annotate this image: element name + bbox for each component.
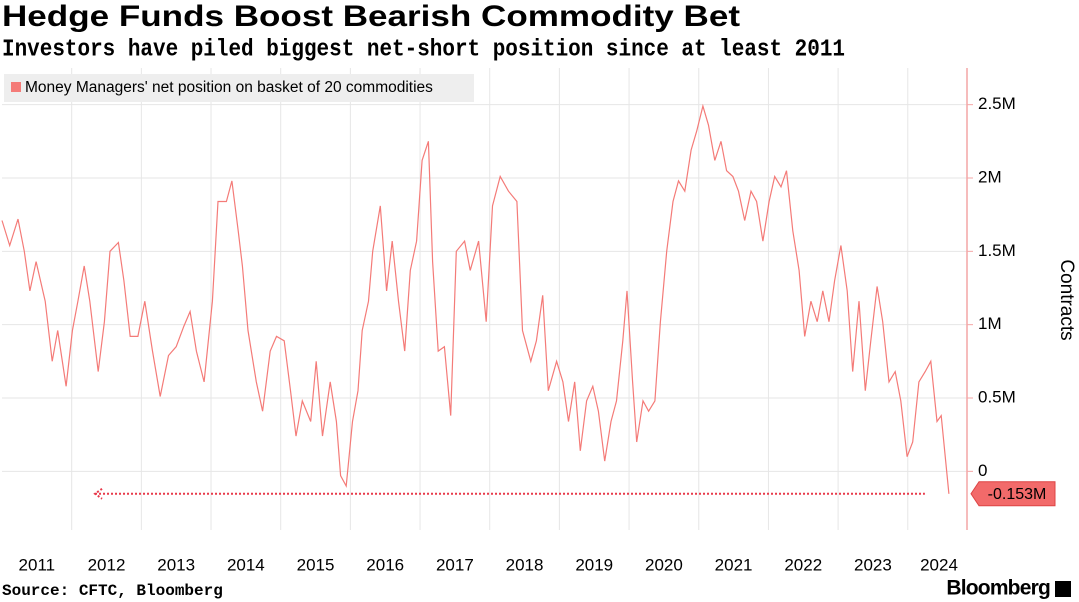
x-tick-label: 2011 [19,555,56,574]
y-tick-label: 0.5M [978,387,1016,406]
y-axis-label: Contracts [1056,259,1077,340]
y-tick-label: 1M [978,314,1002,333]
x-tick-label: 2020 [645,555,683,574]
data-line [1,103,950,494]
y-tick-label: 0 [978,461,987,480]
x-tick-label: 2015 [297,555,335,574]
y-tick-label: 1.5M [978,241,1016,260]
value-label-box [970,481,1056,507]
x-tick-label: 2013 [157,555,195,574]
x-tick-label: 2012 [88,555,126,574]
source: Source: CFTC, Bloomberg [2,582,223,600]
x-tick-label: 2016 [366,555,404,574]
x-tick-label: 2014 [227,555,265,574]
brand: Bloomberg [946,577,1050,600]
chart-subtitle: Investors have piled biggest net-short p… [2,36,845,63]
x-tick-label: 2023 [854,555,892,574]
legend-swatch [11,82,21,92]
legend-label: Money Managers' net position on basket o… [25,79,433,96]
y-tick-label: 2M [978,167,1002,186]
value-label: -0.153M [988,486,1047,503]
chart-title: Hedge Funds Boost Bearish Commodity Bet [2,0,740,33]
brand-icon [1055,581,1071,597]
legend: Money Managers' net position on basket o… [4,74,474,102]
x-tick-label: 2022 [784,555,822,574]
y-tick-label: 2.5M [978,94,1016,113]
x-tick-label: 2018 [506,555,544,574]
legend-box [4,74,474,102]
x-tick-label: 2021 [715,555,753,574]
x-tick-label: 2017 [436,555,474,574]
arrow-head [93,487,103,500]
x-tick-label: 2019 [575,555,613,574]
x-tick-label: 2024 [920,555,958,574]
